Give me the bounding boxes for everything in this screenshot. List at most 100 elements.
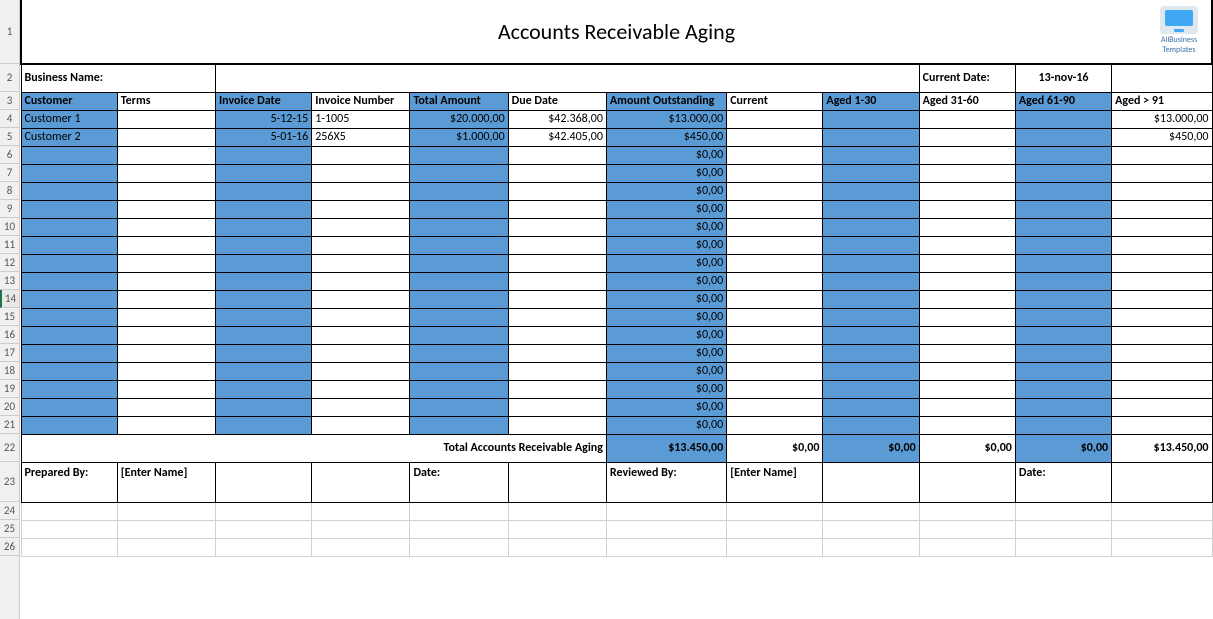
cell-aged_1_30[interactable]	[823, 182, 919, 200]
cell-amount_outstanding[interactable]: $0,00	[606, 290, 726, 308]
col-due-date[interactable]: Due Date	[508, 92, 606, 110]
cell-aged_61_90[interactable]	[1015, 128, 1111, 146]
cell-amount_outstanding[interactable]: $0,00	[606, 416, 726, 434]
cell-invoice_date[interactable]	[215, 380, 311, 398]
cell-total_amount[interactable]	[410, 218, 508, 236]
cell-terms[interactable]	[117, 182, 215, 200]
cell-current[interactable]	[727, 416, 823, 434]
row-header-12[interactable]: 12	[0, 254, 19, 272]
cell-aged_61_90[interactable]	[1015, 164, 1111, 182]
cell-invoice_date[interactable]	[215, 326, 311, 344]
cell-aged_61_90[interactable]	[1015, 254, 1111, 272]
cell-due_date[interactable]	[508, 272, 606, 290]
cell-invoice_number[interactable]	[312, 272, 410, 290]
cell-terms[interactable]	[117, 254, 215, 272]
cell-invoice_number[interactable]	[312, 290, 410, 308]
row-header-25[interactable]: 25	[0, 520, 19, 538]
cell-customer[interactable]	[21, 380, 117, 398]
cell-terms[interactable]	[117, 218, 215, 236]
cell-aged_gt_91[interactable]	[1112, 380, 1212, 398]
cell-invoice_number[interactable]	[312, 416, 410, 434]
cell-aged_gt_91[interactable]	[1112, 308, 1212, 326]
cell-aged_31_60[interactable]	[919, 398, 1015, 416]
cell-total_amount[interactable]	[410, 380, 508, 398]
cell-current[interactable]	[727, 182, 823, 200]
cell-invoice_number[interactable]	[312, 254, 410, 272]
cell-amount_outstanding[interactable]: $0,00	[606, 218, 726, 236]
cell-amount_outstanding[interactable]: $0,00	[606, 344, 726, 362]
cell-aged_gt_91[interactable]	[1112, 200, 1212, 218]
cell-aged_61_90[interactable]	[1015, 398, 1111, 416]
cell-terms[interactable]	[117, 362, 215, 380]
cell-total_amount[interactable]	[410, 182, 508, 200]
col-aged-gt-91[interactable]: Aged > 91	[1112, 92, 1212, 110]
cell-invoice_date[interactable]	[215, 290, 311, 308]
row-header-26[interactable]: 26	[0, 538, 19, 556]
cell-current[interactable]	[727, 254, 823, 272]
cell-terms[interactable]	[117, 290, 215, 308]
cell-aged_61_90[interactable]	[1015, 236, 1111, 254]
cell-aged_61_90[interactable]	[1015, 362, 1111, 380]
cell-terms[interactable]	[117, 146, 215, 164]
cell-amount_outstanding[interactable]: $0,00	[606, 236, 726, 254]
col-current[interactable]: Current	[727, 92, 823, 110]
col-total-amount[interactable]: Total Amount	[410, 92, 508, 110]
cell-terms[interactable]	[117, 200, 215, 218]
cell-due_date[interactable]	[508, 164, 606, 182]
cell-aged_61_90[interactable]	[1015, 416, 1111, 434]
cell-due_date[interactable]	[508, 362, 606, 380]
row-header-18[interactable]: 18	[0, 362, 19, 380]
row-header-15[interactable]: 15	[0, 308, 19, 326]
cell-amount_outstanding[interactable]: $0,00	[606, 272, 726, 290]
cell-total_amount[interactable]	[410, 146, 508, 164]
cell-due_date[interactable]	[508, 182, 606, 200]
cell-aged_31_60[interactable]	[919, 272, 1015, 290]
col-aged-61-90[interactable]: Aged 61-90	[1015, 92, 1111, 110]
cell-invoice_number[interactable]	[312, 236, 410, 254]
cell-aged_1_30[interactable]	[823, 110, 919, 128]
row-header-24[interactable]: 24	[0, 502, 19, 520]
col-invoice-number[interactable]: Invoice Number	[312, 92, 410, 110]
row-header-2[interactable]: 2	[0, 64, 19, 92]
cell-terms[interactable]	[117, 128, 215, 146]
cell-total_amount[interactable]	[410, 254, 508, 272]
cell-aged_gt_91[interactable]	[1112, 236, 1212, 254]
cell-customer[interactable]	[21, 416, 117, 434]
cell-invoice_date[interactable]	[215, 398, 311, 416]
row-header-17[interactable]: 17	[0, 344, 19, 362]
cell-customer[interactable]	[21, 218, 117, 236]
cell-invoice_date[interactable]	[215, 344, 311, 362]
cell-terms[interactable]	[117, 416, 215, 434]
cell-due_date[interactable]	[508, 416, 606, 434]
cell-customer[interactable]	[21, 236, 117, 254]
cell-invoice_number[interactable]	[312, 398, 410, 416]
col-aged-31-60[interactable]: Aged 31-60	[919, 92, 1015, 110]
row-header-21[interactable]: 21	[0, 416, 19, 434]
cell-customer[interactable]	[21, 164, 117, 182]
row-header-11[interactable]: 11	[0, 236, 19, 254]
cell-aged_1_30[interactable]	[823, 362, 919, 380]
cell-due_date[interactable]	[508, 254, 606, 272]
cell-due_date[interactable]	[508, 290, 606, 308]
cell-due_date[interactable]	[508, 236, 606, 254]
cell-aged_1_30[interactable]	[823, 398, 919, 416]
row-header-19[interactable]: 19	[0, 380, 19, 398]
cell-due_date[interactable]	[508, 200, 606, 218]
cell-total_amount[interactable]	[410, 416, 508, 434]
cell-amount_outstanding[interactable]: $0,00	[606, 254, 726, 272]
cell-aged_31_60[interactable]	[919, 164, 1015, 182]
cell-aged_31_60[interactable]	[919, 416, 1015, 434]
cell-invoice_number[interactable]	[312, 164, 410, 182]
cell-customer[interactable]	[21, 272, 117, 290]
cell-aged_31_60[interactable]	[919, 380, 1015, 398]
cell-aged_1_30[interactable]	[823, 272, 919, 290]
cell-invoice_date[interactable]	[215, 200, 311, 218]
col-aged-1-30[interactable]: Aged 1-30	[823, 92, 919, 110]
cell-due_date[interactable]	[508, 146, 606, 164]
cell-terms[interactable]	[117, 110, 215, 128]
cell-invoice_number[interactable]	[312, 146, 410, 164]
cell-aged_61_90[interactable]	[1015, 200, 1111, 218]
cell-aged_gt_91[interactable]	[1112, 326, 1212, 344]
cell-customer[interactable]: Customer 2	[21, 128, 117, 146]
cell-aged_61_90[interactable]	[1015, 218, 1111, 236]
